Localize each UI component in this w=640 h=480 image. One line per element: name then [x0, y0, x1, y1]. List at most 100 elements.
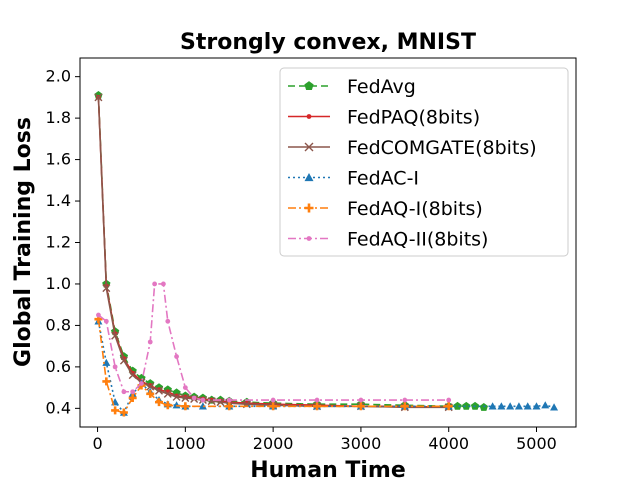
- data-point: [541, 401, 550, 409]
- data-point: [102, 377, 111, 386]
- series-layer: [94, 90, 559, 417]
- data-point: [128, 371, 137, 380]
- data-point: [488, 402, 497, 410]
- data-point: [400, 402, 409, 411]
- y-tick-label: 2.0: [46, 67, 71, 86]
- data-point: [304, 81, 314, 90]
- data-point: [160, 281, 166, 287]
- data-point: [358, 397, 364, 403]
- data-point: [128, 393, 137, 402]
- y-tick-label: 0.6: [46, 357, 71, 376]
- data-point: [514, 402, 523, 410]
- data-point: [181, 393, 190, 402]
- legend-item: FedAC-I: [288, 168, 419, 190]
- data-point: [94, 93, 103, 102]
- data-point: [163, 389, 172, 398]
- data-point: [102, 284, 111, 293]
- y-tick-label: 0.4: [46, 398, 71, 417]
- data-point: [111, 331, 120, 340]
- data-point: [225, 402, 234, 411]
- data-point: [453, 401, 462, 410]
- data-point: [497, 402, 506, 410]
- data-point: [102, 358, 111, 366]
- series-line: [97, 97, 449, 409]
- data-point: [146, 389, 155, 398]
- data-point: [147, 339, 153, 345]
- y-tick-label: 1.2: [46, 233, 71, 252]
- y-tick-label: 1.6: [46, 150, 71, 169]
- legend-item: FedAQ-II(8bits): [288, 229, 488, 251]
- x-axis-label: Human Time: [250, 458, 406, 480]
- data-point: [152, 281, 158, 287]
- data-point: [112, 364, 118, 370]
- x-tick-label: 4000: [428, 434, 469, 453]
- x-tick-label: 2000: [253, 434, 294, 453]
- y-axis-label: Global Training Loss: [11, 117, 36, 367]
- data-point: [181, 402, 190, 411]
- data-point: [306, 114, 312, 119]
- data-point: [306, 236, 312, 241]
- legend-label: FedAQ-II(8bits): [347, 229, 488, 251]
- data-point: [270, 397, 276, 403]
- x-tick-label: 1000: [165, 434, 206, 453]
- data-point: [313, 402, 322, 411]
- data-point: [103, 318, 109, 324]
- data-point: [304, 203, 314, 213]
- x-tick-label: 5000: [516, 434, 557, 453]
- x-tick-label: 0: [92, 434, 102, 453]
- data-point: [532, 402, 541, 410]
- data-point: [165, 318, 171, 324]
- data-point: [198, 402, 207, 410]
- data-point: [191, 395, 197, 401]
- plot-area: 0 1000 2000 3000 4000 5000 0.4 0.6 0.8 1.0 1.2 1.4…: [46, 57, 577, 453]
- data-point: [121, 389, 127, 395]
- data-point: [139, 381, 144, 386]
- data-point: [269, 402, 278, 411]
- legend: FedAvg FedPAQ(8bits) FedCOMGATE(8bits) FedA…: [279, 67, 569, 257]
- y-tick-label: 1.0: [46, 274, 71, 293]
- data-point: [182, 385, 188, 391]
- data-point: [226, 397, 232, 403]
- data-point: [550, 403, 559, 411]
- data-point: [111, 406, 120, 415]
- legend-item: FedPAQ(8bits): [288, 107, 480, 129]
- legend-item: FedCOMGATE(8bits): [288, 137, 537, 159]
- y-tick-label: 1.8: [46, 108, 71, 127]
- data-point: [200, 397, 206, 403]
- data-point: [174, 354, 179, 359]
- data-point: [506, 402, 515, 410]
- legend-box: [279, 67, 569, 257]
- y-tick-label: 1.4: [46, 191, 71, 210]
- data-point: [172, 392, 181, 401]
- data-point: [462, 401, 471, 410]
- legend-label: FedAC-I: [347, 168, 419, 190]
- data-point: [356, 402, 365, 411]
- data-point: [444, 402, 453, 411]
- series-fedac-i: [94, 317, 559, 416]
- legend-label: FedPAQ(8bits): [347, 107, 480, 129]
- series-line: [97, 319, 449, 414]
- data-point: [207, 397, 216, 406]
- data-point: [119, 356, 128, 365]
- data-point: [119, 408, 128, 417]
- x-tick-label: 3000: [341, 434, 382, 453]
- series-fedaq-ii-8bits: [96, 281, 452, 403]
- legend-label: FedCOMGATE(8bits): [347, 137, 537, 159]
- series-line: [97, 321, 555, 414]
- data-point: [155, 386, 164, 395]
- legend-item: FedAQ-I(8bits): [288, 198, 483, 220]
- chart-title: Strongly convex, MNIST: [180, 30, 476, 55]
- data-point: [163, 401, 172, 410]
- data-point: [304, 173, 314, 182]
- y-axis: 0.4 0.6 0.8 1.0 1.2 1.4 1.6 1.8 2.0: [46, 67, 80, 417]
- data-point: [304, 142, 314, 152]
- x-axis: 0 1000 2000 3000 4000 5000: [92, 427, 557, 453]
- data-point: [402, 397, 408, 403]
- data-point: [146, 382, 155, 391]
- data-point: [155, 398, 164, 407]
- y-tick-label: 0.8: [46, 315, 71, 334]
- data-point: [96, 312, 101, 318]
- data-point: [314, 397, 320, 403]
- data-point: [130, 389, 136, 395]
